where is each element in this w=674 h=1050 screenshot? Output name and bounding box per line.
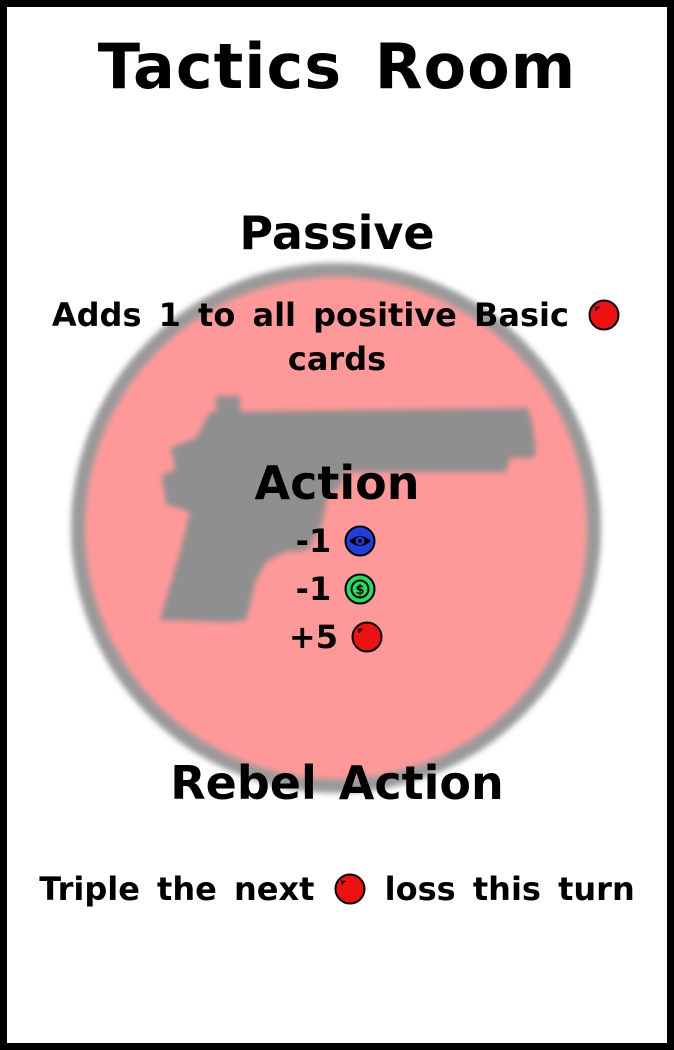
eye-icon [344, 525, 376, 557]
action-item: -1 $ [7, 565, 667, 613]
svg-text:$: $ [356, 583, 365, 598]
gun-emblem [71, 263, 601, 793]
rebel-action-heading: Rebel Action [170, 756, 504, 810]
rebel-text-after: loss this turn [384, 870, 635, 908]
rebel-text-before: Triple the next [39, 870, 315, 908]
rebel-action-text: Triple the next loss this turn [7, 867, 667, 911]
action-heading: Action [254, 456, 420, 510]
passive-text-before: Adds 1 to all positive Basic [51, 296, 569, 334]
action-item-value: -1 [295, 570, 332, 608]
action-item: +5 [7, 613, 667, 661]
action-item-value: -1 [295, 522, 332, 560]
card-title: Tactics Room [97, 30, 577, 103]
action-item: -1 [7, 517, 667, 565]
gun-icon [351, 621, 383, 653]
gun-icon [334, 873, 366, 905]
passive-text: Adds 1 to all positive Basic cards [7, 293, 667, 381]
action-item-value: +5 [288, 618, 338, 656]
gun-icon [588, 299, 620, 331]
passive-text-after: cards [287, 340, 387, 378]
gun-silhouette [160, 396, 536, 622]
money-icon: $ [344, 573, 376, 605]
passive-heading: Passive [239, 206, 435, 260]
